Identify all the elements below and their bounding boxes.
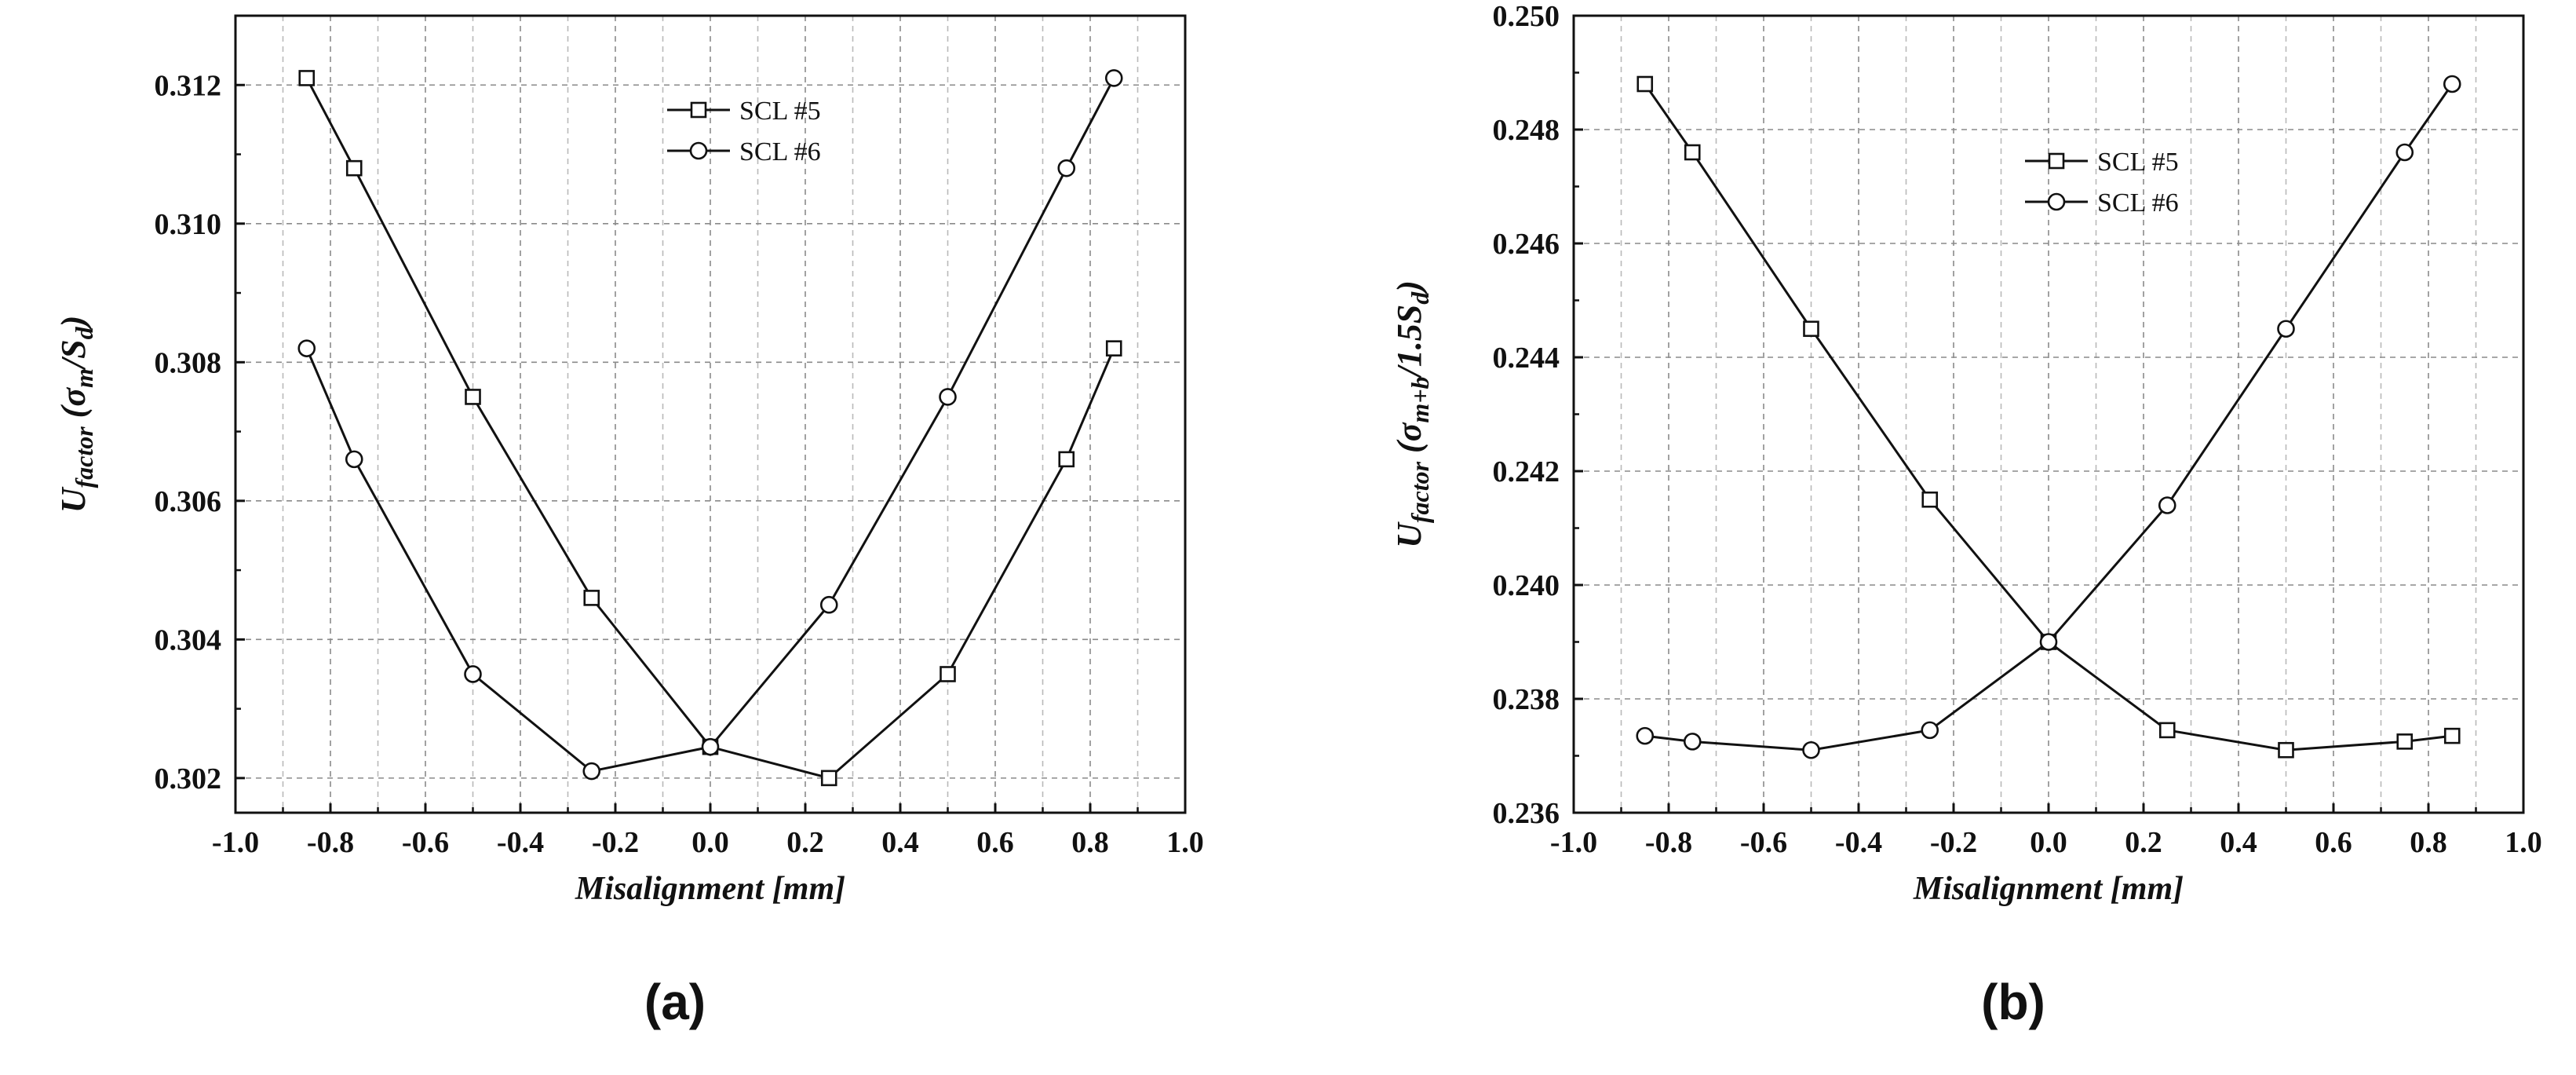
data-point-circle <box>2039 633 2058 651</box>
legend-label: SCL #6 <box>2097 188 2179 218</box>
data-point-square <box>2396 733 2414 750</box>
data-point-square <box>1803 320 1819 338</box>
y-tick-label: 0.312 <box>155 69 222 102</box>
data-point-circle <box>819 595 838 614</box>
data-point-circle <box>2277 320 2295 338</box>
data-point-square <box>1921 491 1939 508</box>
data-point-square <box>1636 75 1654 93</box>
data-point-square <box>940 666 956 682</box>
data-point-square <box>820 770 837 787</box>
data-point-circle <box>1636 726 1655 745</box>
data-point-circle <box>464 665 482 683</box>
data-point-circle <box>2158 496 2176 514</box>
x-tick-label: 0.8 <box>2410 826 2447 859</box>
y-tick-label: 0.244 <box>1493 342 1560 375</box>
x-tick-label: -0.2 <box>592 826 639 859</box>
y-tick-label: 0.304 <box>155 623 222 656</box>
x-tick-label: -0.6 <box>1740 826 1787 859</box>
y-tick-label: 0.242 <box>1493 455 1560 488</box>
x-axis: -1.0 -0.8 -0.6 -0.4 -0.2 0.0 0.2 0.4 0.6 0.8 1.0 <box>212 803 1204 859</box>
x-tick-label: -0.2 <box>1930 826 1977 859</box>
x-tick-label: 1.0 <box>1166 826 1204 859</box>
data-point-circle <box>1683 733 1702 751</box>
y-tick-label: 0.308 <box>155 346 222 379</box>
x-axis-title: Misalignment [mm] <box>1913 871 2184 907</box>
x-axis-title: Misalignment [mm] <box>575 871 845 907</box>
y-tick-label: 0.306 <box>155 485 222 518</box>
y-tick-label: 0.250 <box>1493 0 1560 33</box>
legend-label: SCL #5 <box>2097 148 2179 177</box>
y-axis: 0.302 0.304 0.306 0.308 0.310 0.312 <box>155 14 245 795</box>
y-tick-label: 0.238 <box>1493 683 1560 716</box>
series-scl-6 <box>297 69 1123 781</box>
y-axis-title: Ufactor (σm+b/1.5Sd) <box>1390 280 1434 548</box>
data-point-square <box>1058 451 1075 468</box>
legend-square-icon <box>690 101 707 119</box>
legend-label: SCL #5 <box>739 97 821 126</box>
y-tick-label: 0.246 <box>1493 228 1560 261</box>
grid <box>1574 16 2523 813</box>
x-tick-label: -1.0 <box>212 826 259 859</box>
data-point-square <box>583 590 600 606</box>
x-tick-label: 0.6 <box>976 826 1014 859</box>
x-tick-label: 0.2 <box>786 826 824 859</box>
data-point-square <box>345 159 363 177</box>
y-axis: 0.236 0.238 0.240 0.242 0.244 0.246 0.248 0.250 <box>1493 0 1583 830</box>
x-tick-label: 0.0 <box>691 826 729 859</box>
data-point-square <box>1105 340 1122 357</box>
data-point-circle <box>701 737 720 756</box>
y-tick-label: 0.302 <box>155 762 222 795</box>
x-tick-label: 0.4 <box>881 826 919 859</box>
legend: SCL #5 SCL #6 <box>2025 148 2179 218</box>
x-tick-label: 1.0 <box>2505 826 2542 859</box>
panel-label: (b) <box>1981 974 2045 1030</box>
data-point-circle <box>2395 143 2414 162</box>
y-tick-label: 0.236 <box>1493 797 1560 830</box>
legend: SCL #5 SCL #6 <box>667 97 821 166</box>
data-point-square <box>2158 722 2176 739</box>
data-point-square <box>465 389 481 405</box>
data-point-circle <box>345 450 363 469</box>
x-tick-label: -0.6 <box>402 826 449 859</box>
panel-label: (a) <box>644 974 706 1030</box>
data-point-square <box>2443 727 2461 744</box>
legend-circle-icon <box>689 141 708 160</box>
data-point-square <box>2278 741 2294 759</box>
series-scl-6 <box>1636 75 2461 759</box>
data-point-circle <box>582 762 601 781</box>
x-tick-label: -0.4 <box>1835 826 1882 859</box>
data-point-circle <box>1802 740 1820 759</box>
x-tick-label: -0.8 <box>307 826 354 859</box>
y-axis-title: Ufactor (σm/Sd) <box>54 316 98 514</box>
legend-label: SCL #6 <box>739 137 821 166</box>
data-point-square <box>1684 144 1701 161</box>
data-point-circle <box>1104 69 1123 87</box>
data-point-circle <box>1057 159 1076 177</box>
x-tick-label: 0.8 <box>1071 826 1109 859</box>
data-point-circle <box>297 339 316 357</box>
x-tick-label: 0.0 <box>2030 826 2067 859</box>
x-tick-label: 0.4 <box>2220 826 2257 859</box>
x-axis: -1.0 -0.8 -0.6 -0.4 -0.2 0.0 0.2 0.4 0.6 0.8 1.0 <box>1550 803 2542 859</box>
x-tick-label: -0.4 <box>497 826 544 859</box>
chart-panel-b: -1.0 -0.8 -0.6 -0.4 -0.2 0.0 0.2 0.4 0.6 0.8 1.0 0.… <box>1390 0 2542 1030</box>
y-tick-label: 0.310 <box>155 208 222 241</box>
legend-square-icon <box>2048 152 2065 170</box>
data-point-circle <box>939 388 957 406</box>
chart-panel-a: -1.0 -0.8 -0.6 -0.4 -0.2 0.0 0.2 0.4 0.6 0.8 1.0 0.… <box>54 14 1204 1030</box>
x-tick-label: 0.6 <box>2315 826 2352 859</box>
data-point-circle <box>2443 75 2461 93</box>
x-tick-label: 0.2 <box>2125 826 2162 859</box>
x-tick-label: -0.8 <box>1645 826 1692 859</box>
data-point-circle <box>1921 721 1939 740</box>
legend-circle-icon <box>2047 192 2066 211</box>
data-point-square <box>298 70 316 86</box>
grid <box>235 16 1185 813</box>
x-tick-label: -1.0 <box>1550 826 1597 859</box>
y-tick-label: 0.248 <box>1493 114 1560 147</box>
y-tick-label: 0.240 <box>1493 569 1560 602</box>
